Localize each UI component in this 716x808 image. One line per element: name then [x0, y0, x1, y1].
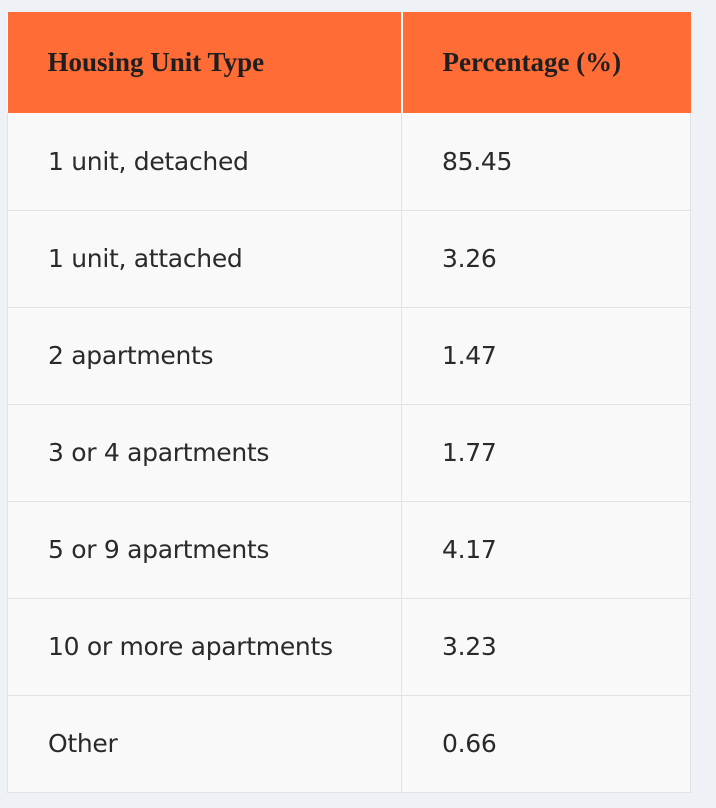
header-housing-unit-type: Housing Unit Type: [7, 12, 403, 113]
header-percentage: Percentage (%): [401, 12, 691, 113]
table-row: Other 0.66: [7, 694, 691, 793]
table-row: 3 or 4 apartments 1.77: [7, 403, 691, 502]
table-row: 2 apartments 1.47: [7, 306, 691, 405]
cell-housing-type: 1 unit, detached: [7, 113, 402, 211]
cell-housing-type: 5 or 9 apartments: [7, 500, 402, 599]
table-body: 1 unit, detached 85.45 1 unit, attached …: [7, 113, 691, 793]
table-row: 1 unit, detached 85.45: [7, 113, 691, 211]
cell-percentage: 0.66: [401, 694, 691, 793]
table-header: Housing Unit Type Percentage (%): [7, 12, 691, 113]
table-row: 1 unit, attached 3.26: [7, 209, 691, 308]
table-row: 5 or 9 apartments 4.17: [7, 500, 691, 599]
cell-housing-type: 2 apartments: [7, 306, 402, 405]
housing-unit-table: Housing Unit Type Percentage (%) 1 unit,…: [7, 12, 691, 793]
cell-percentage: 85.45: [401, 113, 691, 211]
cell-housing-type: 1 unit, attached: [7, 209, 402, 308]
cell-percentage: 3.26: [401, 209, 691, 308]
cell-housing-type: 10 or more apartments: [7, 597, 402, 696]
cell-housing-type: 3 or 4 apartments: [7, 403, 402, 502]
cell-percentage: 3.23: [401, 597, 691, 696]
cell-percentage: 4.17: [401, 500, 691, 599]
cell-percentage: 1.77: [401, 403, 691, 502]
cell-percentage: 1.47: [401, 306, 691, 405]
header-row: Housing Unit Type Percentage (%): [7, 12, 691, 113]
table-row: 10 or more apartments 3.23: [7, 597, 691, 696]
cell-housing-type: Other: [7, 694, 402, 793]
